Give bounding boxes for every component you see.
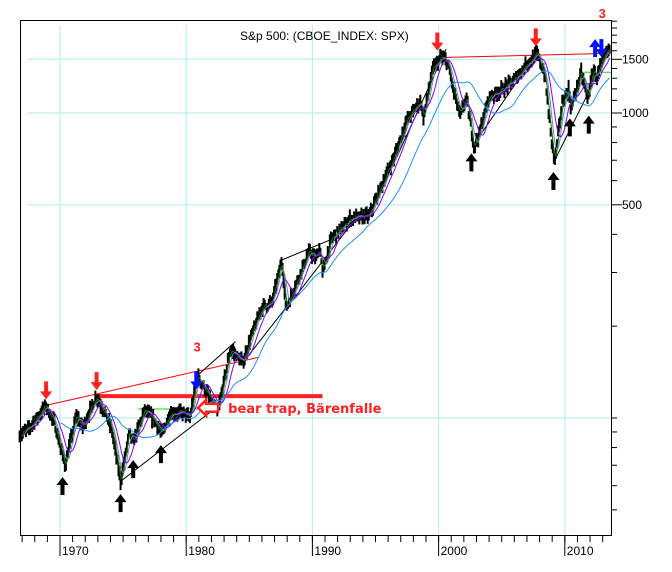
x-tick-label: 2000: [441, 544, 468, 558]
black-up-arrow-icon: [127, 460, 140, 479]
black-up-arrow-icon: [114, 494, 127, 513]
moving-averages: [21, 49, 611, 480]
moving-average-line: [60, 70, 610, 438]
red-down-arrow-icon: [529, 28, 542, 47]
black-up-arrow-icon: [547, 172, 560, 191]
red-down-arrow-icon: [431, 32, 444, 51]
y-tick-label: 1000: [622, 106, 649, 120]
x-tick-label: 1990: [314, 544, 341, 558]
red-down-arrow-icon: [40, 381, 53, 400]
black-up-arrow-icon: [465, 153, 478, 172]
y-tick-label: 1500: [622, 52, 649, 66]
black-support-1974-1982: [120, 404, 220, 482]
red-resistance-1968-1985: [46, 356, 259, 406]
blue-down-arrow-icon: [190, 371, 203, 390]
x-axis: 1970 1980 1990 2000 2010: [21, 536, 604, 558]
annotations: 3 3 bear trap, Bärenfalle: [40, 6, 608, 513]
blue-down-arrow-icon: [595, 39, 608, 58]
x-tick-label: 1970: [62, 544, 89, 558]
hollow-left-arrow-icon: [196, 396, 220, 419]
wave-label-3: 3: [599, 6, 606, 21]
black-channel-1980-1984: [197, 341, 236, 376]
red-resistance-2000-2013: [442, 52, 612, 59]
black-up-arrow-icon: [56, 477, 69, 496]
black-up-arrow-icon: [582, 115, 595, 134]
black-up-arrow-icon: [154, 445, 167, 464]
y-tick-label: 500: [622, 198, 642, 212]
chart-title: S&p 500: (CBOE_INDEX: SPX): [240, 29, 409, 43]
plot-frame: [20, 20, 612, 536]
red-down-arrow-icon: [90, 372, 103, 391]
x-tick-label: 2010: [567, 544, 594, 558]
blue-up-arrow-icon: [589, 39, 602, 58]
price-bars: [18, 43, 611, 491]
gridlines: [28, 25, 612, 536]
black-up-arrow-icon: [563, 118, 576, 137]
wave-label-3: 3: [194, 340, 201, 355]
y-axis: 1500 1000 500: [612, 20, 649, 511]
moving-average-line: [30, 57, 611, 464]
bear-trap-callout: bear trap, Bärenfalle: [228, 402, 382, 417]
x-tick-label: 1980: [188, 544, 215, 558]
